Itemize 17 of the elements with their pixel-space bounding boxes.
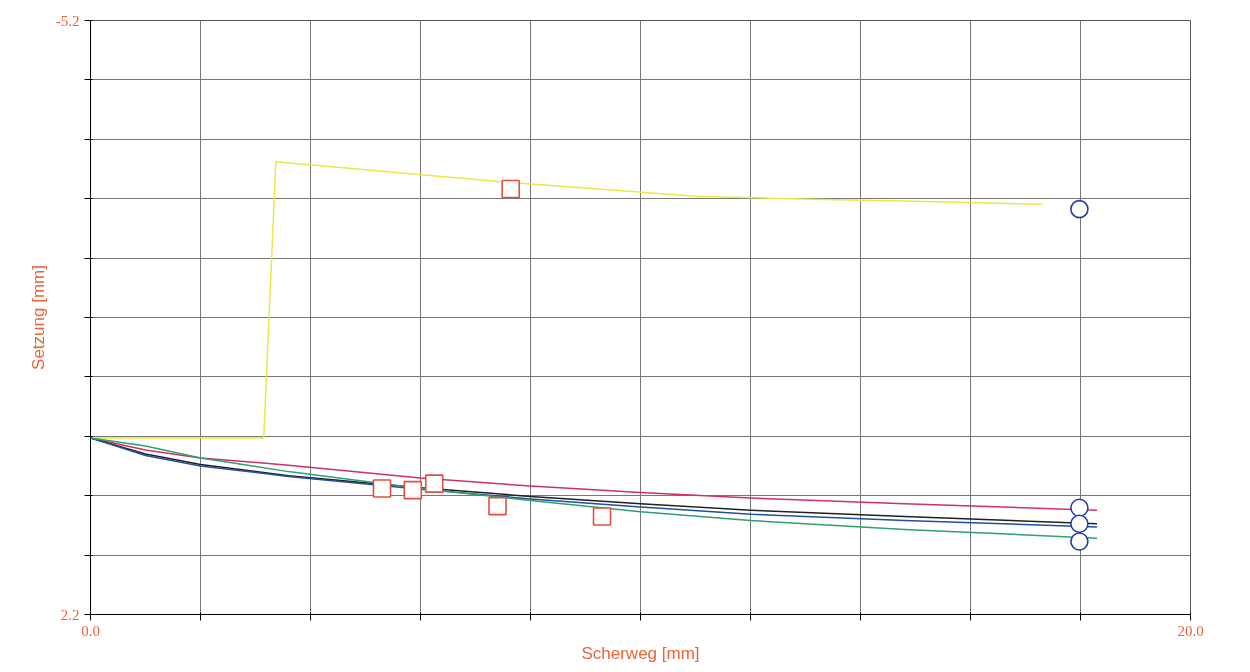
point [488,496,507,516]
y-tick-label: 2.2 [60,606,80,623]
point [1070,532,1089,551]
point [403,480,423,500]
y-tick-label: -5.2 [55,12,80,29]
point [592,507,612,526]
point [424,474,444,493]
point [1070,514,1089,534]
x-tick-label: 20.0 [1177,622,1204,639]
x-axis-title: Scherweg [mm] [581,643,700,663]
y-axis-title: Setzung [mm] [28,265,48,370]
line-series [90,161,1043,439]
point [501,179,520,199]
point [1070,498,1089,518]
point [1070,199,1089,219]
point [372,479,392,498]
x-tick-label: 0.0 [81,622,100,639]
